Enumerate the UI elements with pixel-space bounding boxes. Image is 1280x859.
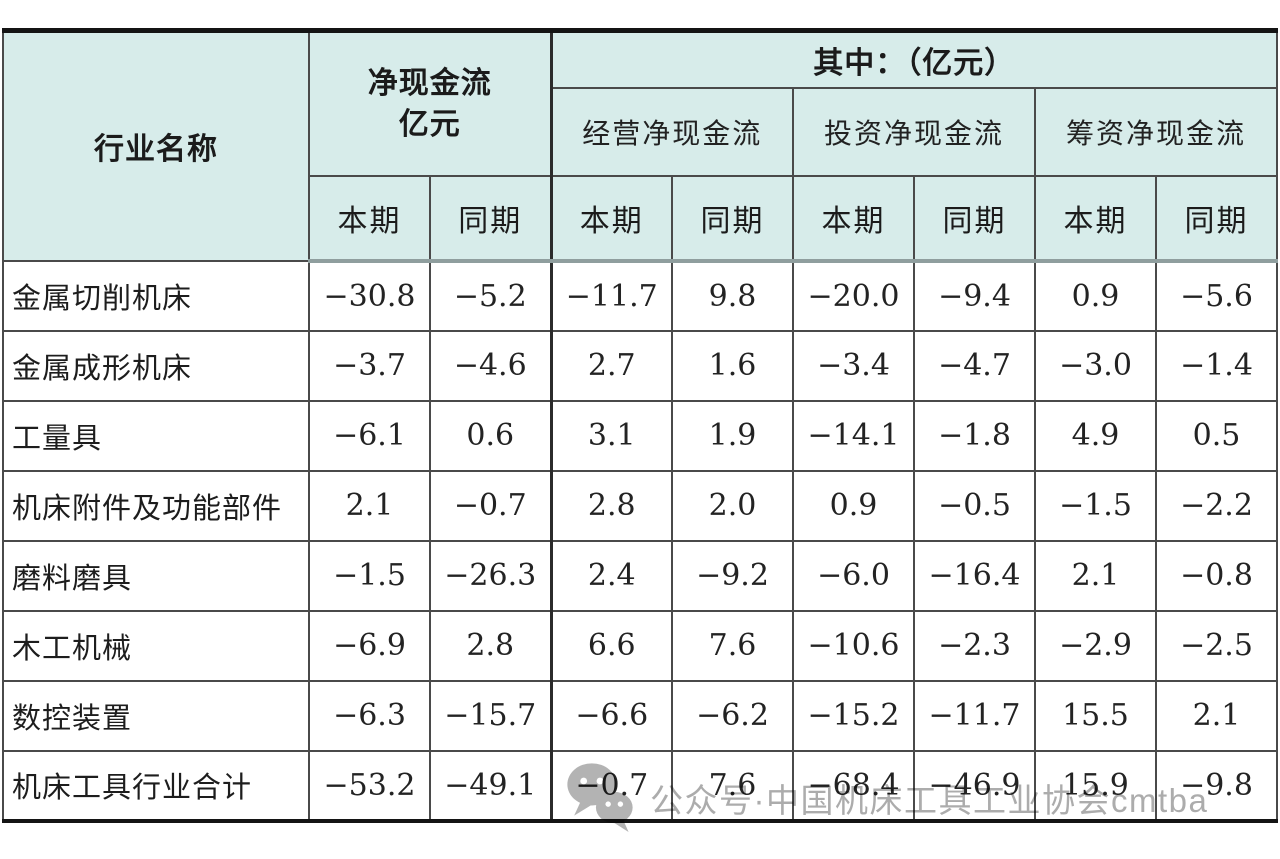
- period-header: 本期: [792, 174, 915, 263]
- net-cash-flow-header: 净现金流 亿元: [308, 29, 552, 177]
- cell-value: −2.3: [913, 609, 1036, 682]
- cell-value: −6.3: [308, 679, 431, 752]
- table-row: 磨料磨具 −1.5 −26.3 2.4 −9.2 −6.0 −16.4 2.1 …: [2, 539, 1279, 612]
- cell-value: −1.8: [913, 399, 1036, 472]
- cell-value: −11.7: [913, 679, 1036, 752]
- cell-value: −5.2: [429, 259, 552, 332]
- table-row: 金属切削机床 −30.8 −5.2 −11.7 9.8 −20.0 −9.4 0…: [2, 259, 1279, 332]
- cell-value: −30.8: [308, 259, 431, 332]
- cell-value: −9.8: [1154, 749, 1279, 822]
- cell-value: −3.7: [308, 329, 431, 402]
- group-header-financing: 筹资净现金流: [1033, 86, 1279, 177]
- cell-value: −4.6: [429, 329, 552, 402]
- table-row: 金属成形机床 −3.7 −4.6 2.7 1.6 −3.4 −4.7 −3.0 …: [2, 329, 1279, 402]
- cell-value: 2.1: [1034, 539, 1157, 612]
- cell-value: −0.8: [1154, 539, 1279, 612]
- row-label: 木工机械: [2, 609, 310, 682]
- cell-value: 1.9: [671, 399, 794, 472]
- cell-value: 7.6: [671, 749, 794, 822]
- cell-value: −0.7: [549, 749, 673, 822]
- among-which-header: 其中：（亿元）: [549, 29, 1279, 89]
- row-label: 机床附件及功能部件: [2, 469, 310, 542]
- cell-value: −9.2: [671, 539, 794, 612]
- cell-value: 0.5: [1154, 399, 1279, 472]
- net-cash-flow-line2: 亿元: [398, 107, 461, 141]
- cell-value: 0.9: [792, 469, 915, 542]
- cell-value: −2.9: [1034, 609, 1157, 682]
- cell-value: −6.0: [792, 539, 915, 612]
- table-row: 数控装置 −6.3 −15.7 −6.6 −6.2 −15.2 −11.7 15…: [2, 679, 1279, 752]
- cell-value: 2.0: [671, 469, 794, 542]
- row-label: 金属成形机床: [2, 329, 310, 402]
- period-header: 同期: [1154, 174, 1279, 263]
- cell-value: −20.0: [792, 259, 915, 332]
- row-label: 金属切削机床: [2, 259, 310, 332]
- cell-value: −68.4: [792, 749, 915, 822]
- cell-value: −1.5: [1034, 469, 1157, 542]
- table-row: 木工机械 −6.9 2.8 6.6 7.6 −10.6 −2.3 −2.9 −2…: [2, 609, 1279, 682]
- cell-value: −6.2: [671, 679, 794, 752]
- period-header: 本期: [549, 174, 673, 263]
- group-header-investing: 投资净现金流: [792, 86, 1036, 177]
- table-row: 机床附件及功能部件 2.1 −0.7 2.8 2.0 0.9 −0.5 −1.5…: [2, 469, 1279, 542]
- table-row: 机床工具行业合计 −53.2 −49.1 −0.7 7.6 −68.4 −46.…: [2, 749, 1279, 822]
- cell-value: 2.4: [549, 539, 673, 612]
- cell-value: 3.1: [549, 399, 673, 472]
- cell-value: −0.7: [429, 469, 552, 542]
- cell-value: 1.6: [671, 329, 794, 402]
- row-label: 数控装置: [2, 679, 310, 752]
- cell-value: −6.1: [308, 399, 431, 472]
- row-label: 工量具: [2, 399, 310, 472]
- cell-value: −16.4: [913, 539, 1036, 612]
- group-header-operating: 经营净现金流: [549, 86, 794, 177]
- period-header: 同期: [429, 174, 552, 263]
- cell-value: 4.9: [1034, 399, 1157, 472]
- cell-value: 15.9: [1034, 749, 1157, 822]
- cell-value: 2.8: [429, 609, 552, 682]
- cash-flow-table-wrap: 行业名称 净现金流 亿元 其中：（亿元） 经营净现金流 投资净现金流 筹资净现金…: [2, 28, 1279, 823]
- cell-value: −5.6: [1154, 259, 1279, 332]
- cell-value: 0.6: [429, 399, 552, 472]
- cell-value: −11.7: [549, 259, 673, 332]
- cell-value: 6.6: [549, 609, 673, 682]
- cell-value: −49.1: [429, 749, 552, 822]
- cell-value: −4.7: [913, 329, 1036, 402]
- net-cash-flow-line1: 净现金流: [367, 66, 492, 100]
- period-header: 本期: [308, 174, 431, 263]
- row-label: 机床工具行业合计: [2, 749, 310, 822]
- cell-value: −46.9: [913, 749, 1036, 822]
- cell-value: 9.8: [671, 259, 794, 332]
- cell-value: −6.9: [308, 609, 431, 682]
- cell-value: 0.9: [1034, 259, 1157, 332]
- cell-value: −6.6: [549, 679, 673, 752]
- cell-value: −3.0: [1034, 329, 1157, 402]
- cell-value: −14.1: [792, 399, 915, 472]
- cell-value: −15.2: [792, 679, 915, 752]
- corner-header-industry: 行业名称: [2, 29, 310, 262]
- cell-value: −9.4: [913, 259, 1036, 332]
- cell-value: −26.3: [429, 539, 552, 612]
- cell-value: −2.5: [1154, 609, 1279, 682]
- cell-value: 15.5: [1034, 679, 1157, 752]
- cell-value: −3.4: [792, 329, 915, 402]
- cell-value: −53.2: [308, 749, 431, 822]
- cash-flow-table: 行业名称 净现金流 亿元 其中：（亿元） 经营净现金流 投资净现金流 筹资净现金…: [2, 28, 1279, 823]
- cell-value: −2.2: [1154, 469, 1279, 542]
- cell-value: −1.4: [1154, 329, 1279, 402]
- cell-value: −0.5: [913, 469, 1036, 542]
- table-row: 工量具 −6.1 0.6 3.1 1.9 −14.1 −1.8 4.9 0.5: [2, 399, 1279, 472]
- cell-value: −15.7: [429, 679, 552, 752]
- period-header: 同期: [671, 174, 794, 263]
- cell-value: 2.7: [549, 329, 673, 402]
- period-header: 同期: [913, 174, 1036, 263]
- cell-value: 2.1: [1154, 679, 1279, 752]
- row-label: 磨料磨具: [2, 539, 310, 612]
- cell-value: −1.5: [308, 539, 431, 612]
- period-header: 本期: [1034, 174, 1157, 263]
- cell-value: 2.8: [549, 469, 673, 542]
- cell-value: 7.6: [671, 609, 794, 682]
- cell-value: 2.1: [308, 469, 431, 542]
- cell-value: −10.6: [792, 609, 915, 682]
